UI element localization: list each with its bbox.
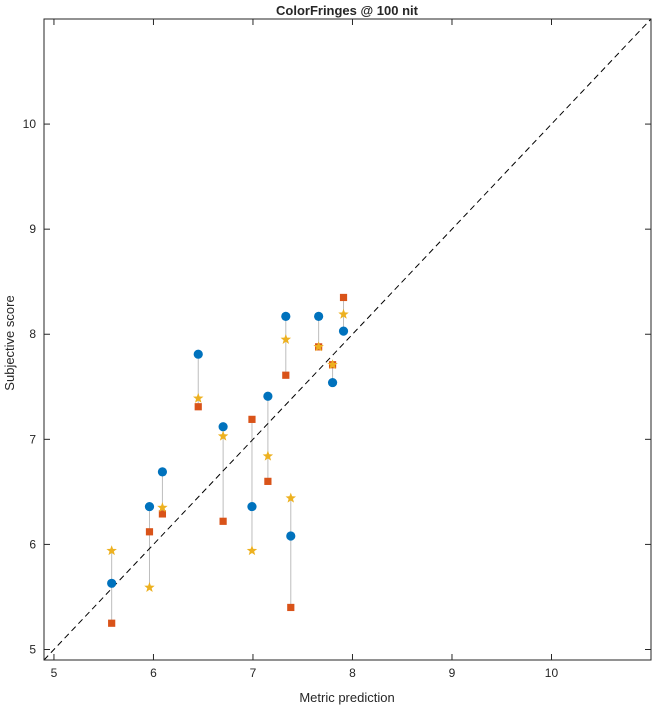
circle-marker xyxy=(281,311,291,321)
star-marker xyxy=(313,341,324,352)
circle-marker xyxy=(314,311,324,321)
star-marker xyxy=(193,392,204,403)
square-marker xyxy=(287,603,295,612)
star-marker xyxy=(157,502,168,513)
square-marker xyxy=(339,293,348,302)
y-tick-label: 9 xyxy=(29,222,36,236)
star-marker xyxy=(217,430,229,441)
circle-marker xyxy=(263,391,273,401)
x-tick-label: 9 xyxy=(449,666,456,680)
x-tick-label: 5 xyxy=(51,666,58,680)
square-marker xyxy=(219,517,227,525)
square-marker xyxy=(282,371,290,379)
square-marker xyxy=(248,415,256,423)
reference-diagonal-line xyxy=(43,18,652,661)
star-marker xyxy=(106,545,117,556)
square-marker xyxy=(264,477,272,485)
star-marker xyxy=(327,359,338,370)
y-axis-ticks: 5 6 7 8 9 10 xyxy=(23,117,651,656)
square-marker xyxy=(194,403,202,411)
y-tick-label: 8 xyxy=(29,327,36,341)
y-tick-label: 5 xyxy=(29,642,36,656)
circle-marker xyxy=(338,326,349,336)
x-tick-label: 6 xyxy=(150,666,157,680)
circle-marker xyxy=(144,501,155,512)
circle-marker xyxy=(247,501,257,512)
x-tick-label: 10 xyxy=(545,666,559,680)
x-tick-label: 7 xyxy=(250,666,257,680)
chart-title: ColorFringes @ 100 nit xyxy=(276,3,419,18)
star-marker xyxy=(285,492,297,503)
circle-marker xyxy=(193,349,203,359)
star-marker xyxy=(280,334,292,344)
circle-marker xyxy=(107,578,117,588)
x-tick-label: 8 xyxy=(349,666,356,680)
y-tick-label: 7 xyxy=(29,432,36,446)
star-marker xyxy=(144,581,155,592)
x-axis-ticks: 5 6 7 8 9 10 xyxy=(51,19,559,680)
star-marker xyxy=(246,545,258,556)
data-markers xyxy=(106,293,349,627)
connector-lines xyxy=(111,297,345,624)
y-axis-label: Subjective score xyxy=(2,295,17,390)
circle-marker xyxy=(218,422,228,432)
star-marker xyxy=(262,450,274,461)
circle-marker xyxy=(327,377,338,388)
square-marker xyxy=(145,528,154,536)
circle-marker xyxy=(157,467,168,477)
y-tick-label: 10 xyxy=(23,117,37,131)
x-axis-label: Metric prediction xyxy=(299,690,394,705)
star-marker xyxy=(338,308,349,319)
plot-area-frame xyxy=(43,18,652,661)
y-tick-label: 6 xyxy=(29,537,36,551)
circle-marker xyxy=(286,531,296,541)
square-marker xyxy=(108,619,116,627)
square-marker xyxy=(158,510,167,518)
